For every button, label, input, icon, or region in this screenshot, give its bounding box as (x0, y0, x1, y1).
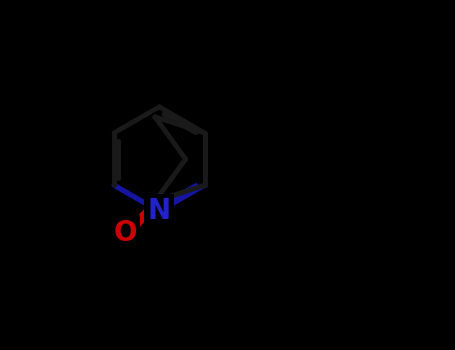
Text: O: O (114, 218, 137, 246)
Text: N: N (148, 197, 171, 225)
